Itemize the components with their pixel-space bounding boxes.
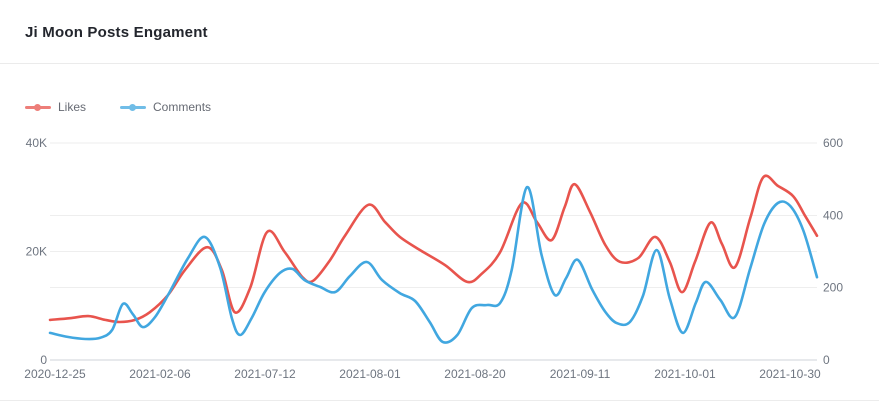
left-axis-tick-label: 40K — [26, 136, 47, 150]
series-line-comments — [48, 185, 819, 344]
x-axis-tick-label: 2021-09-11 — [550, 367, 611, 381]
x-axis-tick-label: 2020-12-25 — [24, 367, 86, 381]
right-axis-tick-label: 200 — [823, 281, 843, 295]
right-axis-tick-label: 400 — [823, 208, 843, 222]
comments-line-icon — [120, 103, 147, 111]
x-axis-tick-label: 2021-02-06 — [129, 367, 191, 381]
page-title: Ji Moon Posts Engament — [25, 24, 208, 41]
series-line-likes — [48, 174, 819, 324]
left-axis-tick-label: 20K — [26, 245, 47, 259]
x-axis-tick-label: 2021-08-01 — [339, 367, 401, 381]
right-axis-tick-label: 600 — [823, 136, 843, 150]
legend-item-likes[interactable]: Likes — [25, 100, 86, 114]
x-axis-tick-label: 2021-10-01 — [654, 367, 716, 381]
legend-label-likes: Likes — [58, 100, 87, 114]
x-axis-tick-label: 2021-07-12 — [234, 367, 296, 381]
legend-item-comments[interactable]: Comments — [120, 100, 211, 114]
chart-legend: Likes Comments — [25, 100, 211, 114]
card-header: Ji Moon Posts Engament — [0, 0, 879, 64]
right-axis-tick-label: 0 — [823, 353, 830, 367]
likes-line-icon — [25, 103, 51, 111]
x-axis-tick-label: 2021-10-30 — [759, 367, 821, 381]
left-axis-tick-label: 0 — [40, 353, 47, 367]
x-axis-tick-label: 2021-08-20 — [444, 367, 506, 381]
legend-label-comments: Comments — [153, 100, 212, 114]
bottom-divider — [0, 400, 879, 401]
